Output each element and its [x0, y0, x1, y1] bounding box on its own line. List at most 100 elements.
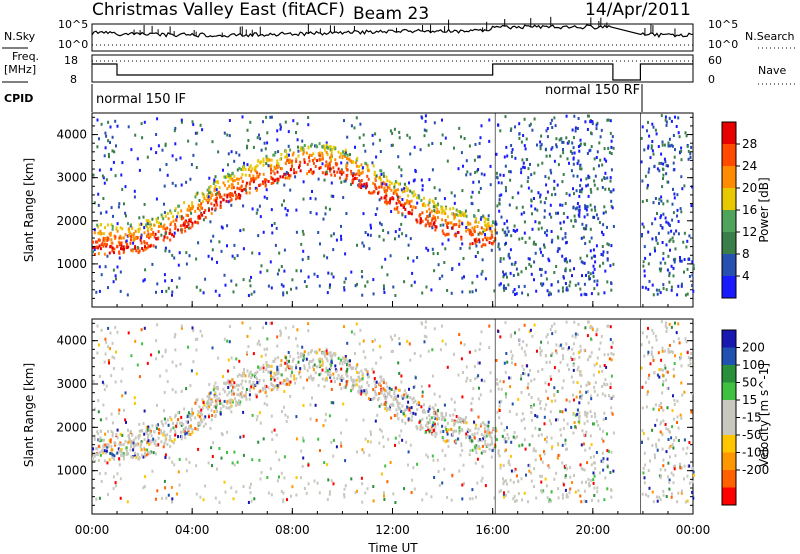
- velocity-point: [573, 357, 576, 361]
- velocity-point: [437, 408, 439, 412]
- velocity-point: [534, 458, 537, 462]
- power-point: [248, 186, 251, 190]
- velocity-point: [612, 431, 615, 435]
- power-point: [361, 275, 364, 279]
- velocity-point: [119, 441, 122, 445]
- power-point: [603, 147, 606, 151]
- power-point: [355, 161, 357, 165]
- power-point: [240, 176, 243, 180]
- velocity-point: [312, 368, 315, 372]
- power-point: [103, 252, 106, 256]
- velocity-point: [428, 429, 431, 433]
- power-point: [235, 283, 238, 287]
- velocity-point: [493, 496, 496, 500]
- power-point: [301, 139, 304, 143]
- velocity-point: [168, 438, 171, 442]
- velocity-point: [307, 463, 310, 467]
- velocity-point: [664, 324, 667, 328]
- velocity-point: [104, 337, 107, 341]
- velocity-point: [303, 364, 306, 368]
- power-point: [151, 233, 154, 236]
- power-point: [223, 273, 226, 277]
- velocity-point: [407, 463, 409, 467]
- velocity-point: [340, 374, 343, 378]
- power-point: [270, 182, 273, 185]
- velocity-point: [667, 438, 670, 441]
- velocity-point: [242, 485, 245, 488]
- velocity-point: [578, 411, 581, 415]
- velocity-point: [383, 396, 386, 400]
- velocity-point: [427, 409, 430, 413]
- power-point: [306, 172, 309, 176]
- power-point: [192, 123, 195, 126]
- velocity-point: [370, 433, 372, 436]
- power-point: [432, 222, 435, 226]
- velocity-point: [414, 412, 417, 416]
- velocity-point: [465, 379, 468, 383]
- power-point: [270, 177, 273, 181]
- power-point: [520, 184, 523, 188]
- power-point: [539, 193, 542, 197]
- velocity-point: [488, 447, 491, 451]
- velocity-point: [340, 367, 343, 371]
- velocity-point: [610, 358, 613, 362]
- velocity-point: [147, 439, 150, 443]
- velocity-point: [585, 411, 588, 415]
- power-point: [596, 283, 599, 287]
- velocity-point: [551, 332, 554, 336]
- velocity-point: [530, 406, 533, 409]
- power-point: [210, 211, 213, 215]
- power-point: [118, 236, 121, 240]
- power-point: [269, 165, 272, 169]
- power-point: [475, 217, 478, 221]
- velocity-point: [430, 425, 433, 429]
- power-point: [281, 203, 283, 207]
- power-point: [358, 136, 361, 140]
- power-point: [660, 161, 663, 165]
- power-point: [163, 273, 166, 277]
- power-point: [364, 149, 367, 153]
- power-point: [581, 187, 584, 191]
- power-point: [437, 263, 440, 267]
- velocity-point: [518, 444, 521, 448]
- velocity-point: [255, 383, 258, 386]
- velocity-point: [343, 493, 346, 496]
- velocity-point: [436, 414, 439, 418]
- power-point: [121, 161, 124, 165]
- velocity-point: [107, 326, 110, 330]
- velocity-point: [643, 481, 646, 485]
- velocity-point: [378, 392, 381, 396]
- power-point: [553, 116, 556, 120]
- velocity-point: [380, 387, 383, 391]
- velocity-point: [548, 419, 551, 423]
- power-point: [601, 245, 604, 248]
- power-point: [108, 251, 111, 255]
- power-point: [543, 245, 546, 249]
- velocity-point: [412, 385, 415, 389]
- power-point: [523, 220, 526, 224]
- velocity-point: [143, 409, 146, 413]
- velocity-point: [580, 384, 582, 388]
- velocity-point: [476, 431, 479, 435]
- velocity-point: [606, 382, 609, 386]
- velocity-point: [255, 418, 258, 422]
- power-point: [105, 244, 108, 248]
- power-point: [503, 288, 506, 292]
- velocity-point: [677, 426, 680, 430]
- power-point: [308, 156, 310, 159]
- power-point: [529, 122, 532, 126]
- power-point: [367, 169, 370, 173]
- velocity-point: [295, 437, 298, 441]
- velocity-point: [366, 373, 369, 377]
- velocity-point: [169, 415, 172, 419]
- power-point: [647, 146, 650, 150]
- velocity-point: [565, 320, 568, 324]
- power-point: [409, 152, 412, 156]
- power-point: [140, 236, 143, 240]
- power-point: [406, 133, 409, 137]
- power-point: [403, 182, 406, 186]
- velocity-point: [580, 396, 583, 400]
- freq-trace: [92, 23, 693, 83]
- velocity-point: [468, 428, 471, 432]
- velocity-point: [196, 398, 199, 401]
